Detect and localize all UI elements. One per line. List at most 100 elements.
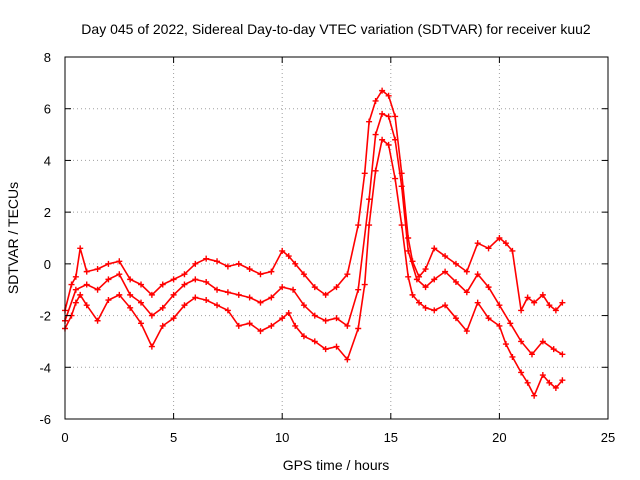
plot-frame <box>64 56 609 420</box>
data-point <box>181 271 188 278</box>
data-point <box>372 131 379 138</box>
data-point <box>379 110 386 117</box>
data-point <box>333 284 340 291</box>
data-point <box>392 113 399 120</box>
data-point <box>105 297 112 304</box>
data-point <box>452 315 459 322</box>
data-point <box>214 302 221 309</box>
data-point <box>531 299 538 306</box>
data-point <box>361 281 368 288</box>
data-point <box>463 328 470 335</box>
data-point <box>552 384 559 391</box>
data-point <box>496 235 503 241</box>
data-point <box>127 276 134 283</box>
data-point <box>422 284 429 291</box>
data-point <box>83 302 90 309</box>
data-point <box>392 136 399 143</box>
data-point <box>385 141 392 148</box>
data-point <box>235 260 242 267</box>
data-point <box>528 351 535 358</box>
data-point <box>366 196 373 203</box>
data-point <box>355 286 362 293</box>
data-point <box>372 97 379 104</box>
y-tick-label: -4 <box>39 360 51 375</box>
data-point <box>379 87 386 94</box>
data-point <box>322 291 329 298</box>
data-point <box>416 299 423 306</box>
data-point <box>442 268 449 275</box>
data-point <box>214 258 221 265</box>
data-point <box>311 338 318 345</box>
data-point <box>518 307 525 314</box>
data-point <box>333 315 340 322</box>
data-point <box>181 281 188 288</box>
y-tick-label: 8 <box>44 50 51 65</box>
data-point <box>77 245 84 252</box>
axis-ticks: 0 5 10 15 20 25 -6 -4 -2 0 2 4 6 8 <box>39 50 615 445</box>
data-point <box>300 302 307 309</box>
y-tick-label: 6 <box>44 102 51 117</box>
data-point <box>531 392 538 399</box>
data-point <box>181 302 188 309</box>
data-point <box>83 281 90 288</box>
data-point <box>246 266 253 273</box>
data-point <box>257 299 264 306</box>
data-point <box>502 240 509 247</box>
y-tick-label: 2 <box>44 205 51 220</box>
data-point <box>413 276 420 283</box>
data-point <box>442 253 449 260</box>
data-series <box>62 87 566 399</box>
data-point <box>268 294 275 301</box>
data-point <box>203 278 210 285</box>
data-point <box>379 136 386 143</box>
data-point <box>546 379 553 386</box>
data-point <box>550 346 557 353</box>
data-point <box>355 222 362 229</box>
data-point <box>405 247 412 254</box>
data-point <box>518 338 525 345</box>
data-point <box>279 284 286 291</box>
data-point <box>246 320 253 327</box>
data-point <box>452 260 459 267</box>
data-point <box>322 346 329 353</box>
data-point <box>285 253 292 260</box>
data-point <box>105 260 112 267</box>
data-point <box>138 299 145 306</box>
data-point <box>94 266 101 273</box>
data-point <box>392 175 399 182</box>
data-point <box>524 379 531 386</box>
data-point <box>431 307 438 314</box>
data-point <box>442 302 449 309</box>
data-point <box>344 271 351 278</box>
data-point <box>333 343 340 350</box>
data-point <box>77 291 84 298</box>
series-middle-trace <box>62 110 566 358</box>
data-point <box>72 286 79 293</box>
data-point <box>405 273 412 280</box>
data-point <box>192 294 199 301</box>
data-point <box>552 307 559 314</box>
y-tick-label: -6 <box>39 412 51 427</box>
data-point <box>546 302 553 309</box>
data-point <box>311 284 318 291</box>
data-point <box>496 302 503 309</box>
data-point <box>452 278 459 285</box>
data-point <box>116 271 123 278</box>
data-point <box>159 322 166 329</box>
data-point <box>344 356 351 363</box>
data-point <box>148 312 155 319</box>
series-line <box>64 138 564 397</box>
data-point <box>509 353 516 360</box>
data-point <box>344 322 351 329</box>
data-point <box>257 271 264 278</box>
series-line <box>64 113 563 356</box>
x-axis-label: GPS time / hours <box>283 457 390 473</box>
data-point <box>559 351 566 358</box>
data-point <box>311 312 318 319</box>
data-point <box>292 260 299 267</box>
data-point <box>170 276 177 283</box>
data-point <box>559 377 566 384</box>
data-point <box>431 276 438 283</box>
data-point <box>502 341 509 348</box>
